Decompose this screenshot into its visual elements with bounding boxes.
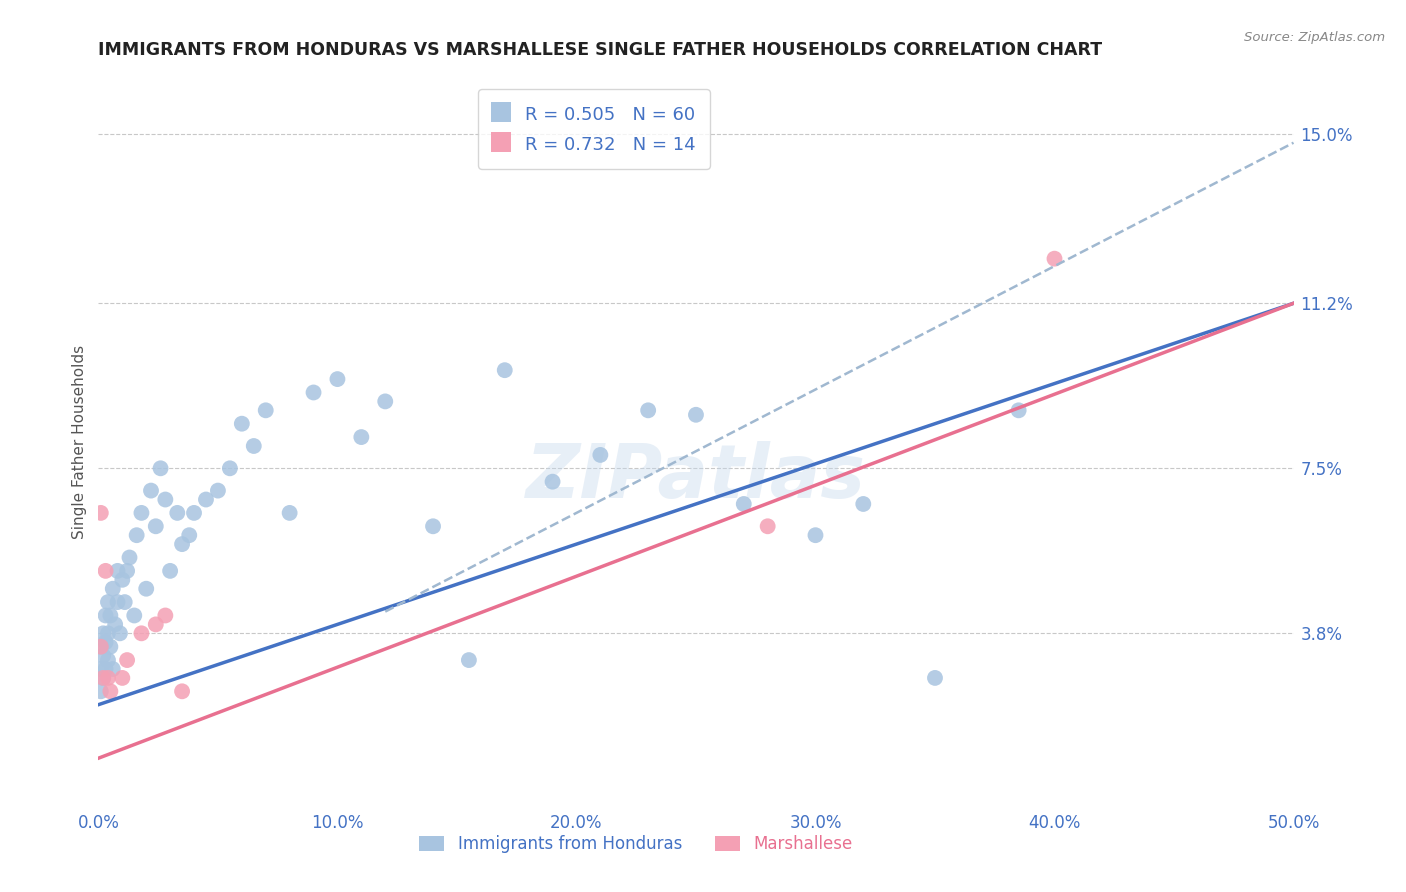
Point: [131, 506, 153, 520]
Point: [114, 595, 136, 609]
Point: [131, 626, 153, 640]
Point: [97, 626, 120, 640]
Point: [219, 461, 242, 475]
Point: [172, 537, 194, 551]
Point: [101, 582, 124, 596]
Point: [94, 564, 117, 578]
Point: [91, 671, 114, 685]
Y-axis label: Single Father Households: Single Father Households: [72, 344, 87, 539]
Point: [97, 653, 120, 667]
Point: [90, 506, 112, 520]
Legend: Immigrants from Honduras, Marshallese: Immigrants from Honduras, Marshallese: [413, 828, 859, 860]
Point: [326, 372, 349, 386]
Point: [124, 608, 146, 623]
Text: ZIPatlas: ZIPatlas: [526, 442, 866, 514]
Point: [166, 506, 188, 520]
Point: [1043, 252, 1066, 266]
Point: [97, 595, 120, 609]
Point: [98, 684, 122, 698]
Point: [90, 662, 112, 676]
Point: [172, 684, 194, 698]
Point: [1008, 403, 1031, 417]
Point: [183, 506, 205, 520]
Point: [804, 528, 827, 542]
Point: [374, 394, 396, 409]
Point: [104, 617, 127, 632]
Point: [350, 430, 373, 444]
Point: [97, 671, 120, 685]
Point: [637, 403, 659, 417]
Point: [589, 448, 612, 462]
Point: [107, 595, 129, 609]
Point: [852, 497, 875, 511]
Point: [149, 461, 172, 475]
Point: [98, 608, 122, 623]
Point: [278, 506, 301, 520]
Point: [243, 439, 266, 453]
Point: [685, 408, 707, 422]
Point: [155, 492, 177, 507]
Point: [145, 617, 167, 632]
Point: [195, 492, 218, 507]
Point: [494, 363, 516, 377]
Point: [207, 483, 229, 498]
Point: [107, 564, 129, 578]
Point: [733, 497, 755, 511]
Point: [139, 483, 162, 498]
Point: [115, 653, 138, 667]
Point: [118, 550, 141, 565]
Point: [458, 653, 481, 667]
Point: [108, 626, 131, 640]
Point: [91, 648, 114, 663]
Point: [94, 635, 117, 649]
Point: [90, 640, 112, 654]
Text: Source: ZipAtlas.com: Source: ZipAtlas.com: [1244, 31, 1385, 45]
Point: [179, 528, 201, 542]
Point: [231, 417, 253, 431]
Point: [98, 640, 122, 654]
Point: [422, 519, 444, 533]
Point: [91, 626, 114, 640]
Point: [302, 385, 325, 400]
Point: [756, 519, 779, 533]
Text: IMMIGRANTS FROM HONDURAS VS MARSHALLESE SINGLE FATHER HOUSEHOLDS CORRELATION CHA: IMMIGRANTS FROM HONDURAS VS MARSHALLESE …: [98, 41, 1102, 59]
Point: [101, 662, 124, 676]
Point: [90, 684, 112, 698]
Point: [135, 582, 157, 596]
Point: [155, 608, 177, 623]
Point: [924, 671, 946, 685]
Point: [94, 608, 117, 623]
Point: [94, 662, 117, 676]
Point: [115, 564, 138, 578]
Point: [541, 475, 564, 489]
Point: [91, 671, 114, 685]
Point: [145, 519, 167, 533]
Point: [111, 671, 134, 685]
Point: [90, 640, 112, 654]
Point: [159, 564, 181, 578]
Point: [111, 573, 134, 587]
Point: [125, 528, 148, 542]
Point: [254, 403, 277, 417]
